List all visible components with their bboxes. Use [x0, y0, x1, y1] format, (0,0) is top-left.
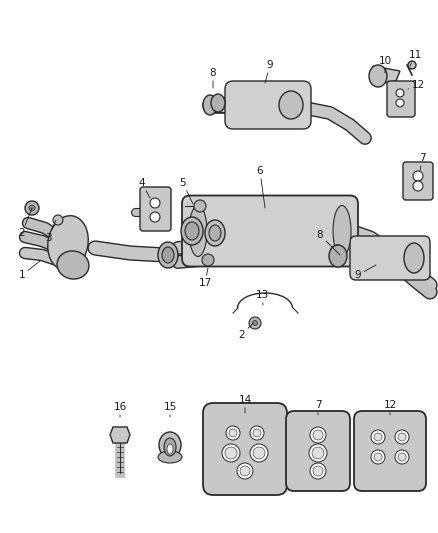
- FancyBboxPatch shape: [387, 81, 415, 117]
- Circle shape: [395, 430, 409, 444]
- Ellipse shape: [211, 94, 225, 112]
- Ellipse shape: [189, 206, 207, 256]
- Ellipse shape: [209, 225, 221, 241]
- Circle shape: [371, 430, 385, 444]
- FancyBboxPatch shape: [225, 81, 311, 129]
- Ellipse shape: [48, 216, 88, 270]
- Text: 8: 8: [210, 68, 216, 88]
- Circle shape: [250, 426, 264, 440]
- Ellipse shape: [369, 65, 387, 87]
- Circle shape: [309, 444, 327, 462]
- Circle shape: [371, 450, 385, 464]
- Text: 11: 11: [408, 50, 422, 66]
- Polygon shape: [110, 427, 130, 443]
- Text: 13: 13: [255, 290, 268, 305]
- Circle shape: [250, 444, 268, 462]
- Ellipse shape: [164, 438, 176, 456]
- Ellipse shape: [158, 451, 182, 463]
- FancyBboxPatch shape: [286, 411, 350, 491]
- Text: 5: 5: [180, 178, 193, 204]
- Text: 9: 9: [355, 265, 376, 280]
- Ellipse shape: [279, 91, 303, 119]
- Circle shape: [310, 463, 326, 479]
- Text: 6: 6: [257, 166, 265, 208]
- Ellipse shape: [159, 432, 181, 458]
- Text: 2: 2: [19, 208, 32, 238]
- Circle shape: [202, 254, 214, 266]
- Ellipse shape: [57, 251, 89, 279]
- Circle shape: [25, 201, 39, 215]
- Ellipse shape: [203, 95, 217, 115]
- Text: 1: 1: [19, 261, 40, 280]
- Text: 8: 8: [317, 230, 340, 255]
- Circle shape: [249, 317, 261, 329]
- Text: 10: 10: [378, 56, 392, 73]
- Text: 7: 7: [314, 400, 321, 415]
- Circle shape: [310, 427, 326, 443]
- Ellipse shape: [205, 220, 225, 246]
- Circle shape: [408, 61, 416, 69]
- Text: 14: 14: [238, 395, 251, 413]
- Ellipse shape: [181, 217, 203, 245]
- Circle shape: [229, 429, 237, 437]
- Ellipse shape: [333, 206, 351, 256]
- Circle shape: [374, 433, 382, 441]
- Ellipse shape: [167, 444, 173, 454]
- Circle shape: [225, 447, 237, 459]
- Circle shape: [252, 320, 258, 326]
- Ellipse shape: [233, 91, 257, 119]
- Circle shape: [313, 466, 323, 476]
- FancyBboxPatch shape: [354, 411, 426, 491]
- Polygon shape: [373, 66, 400, 84]
- FancyBboxPatch shape: [203, 403, 287, 495]
- Ellipse shape: [162, 247, 174, 263]
- FancyBboxPatch shape: [140, 187, 171, 231]
- Circle shape: [253, 429, 261, 437]
- Ellipse shape: [329, 245, 347, 267]
- Text: 17: 17: [198, 268, 212, 288]
- Circle shape: [226, 426, 240, 440]
- Circle shape: [413, 181, 423, 191]
- Circle shape: [413, 171, 423, 181]
- Ellipse shape: [330, 245, 344, 265]
- Text: 15: 15: [163, 402, 177, 417]
- Text: 12: 12: [383, 400, 397, 415]
- Circle shape: [398, 433, 406, 441]
- Text: 4: 4: [139, 178, 150, 198]
- Text: 3: 3: [45, 220, 56, 243]
- Circle shape: [222, 444, 240, 462]
- Circle shape: [150, 212, 160, 222]
- Text: 12: 12: [408, 80, 424, 90]
- Circle shape: [237, 463, 253, 479]
- Circle shape: [194, 200, 206, 212]
- FancyBboxPatch shape: [182, 196, 358, 266]
- Text: 7: 7: [419, 153, 425, 171]
- Circle shape: [53, 215, 63, 225]
- Ellipse shape: [185, 222, 199, 240]
- Text: 16: 16: [113, 402, 127, 417]
- Circle shape: [253, 447, 265, 459]
- Circle shape: [398, 453, 406, 461]
- Circle shape: [29, 205, 35, 211]
- Ellipse shape: [356, 243, 376, 273]
- Circle shape: [240, 466, 250, 476]
- Circle shape: [374, 453, 382, 461]
- Text: 9: 9: [265, 60, 273, 83]
- Ellipse shape: [404, 243, 424, 273]
- Circle shape: [396, 89, 404, 97]
- Circle shape: [312, 447, 324, 459]
- FancyBboxPatch shape: [350, 236, 430, 280]
- FancyBboxPatch shape: [403, 162, 433, 200]
- Ellipse shape: [158, 242, 178, 268]
- Circle shape: [396, 99, 404, 107]
- Text: 2: 2: [239, 323, 253, 340]
- Circle shape: [313, 430, 323, 440]
- Circle shape: [395, 450, 409, 464]
- Circle shape: [150, 198, 160, 208]
